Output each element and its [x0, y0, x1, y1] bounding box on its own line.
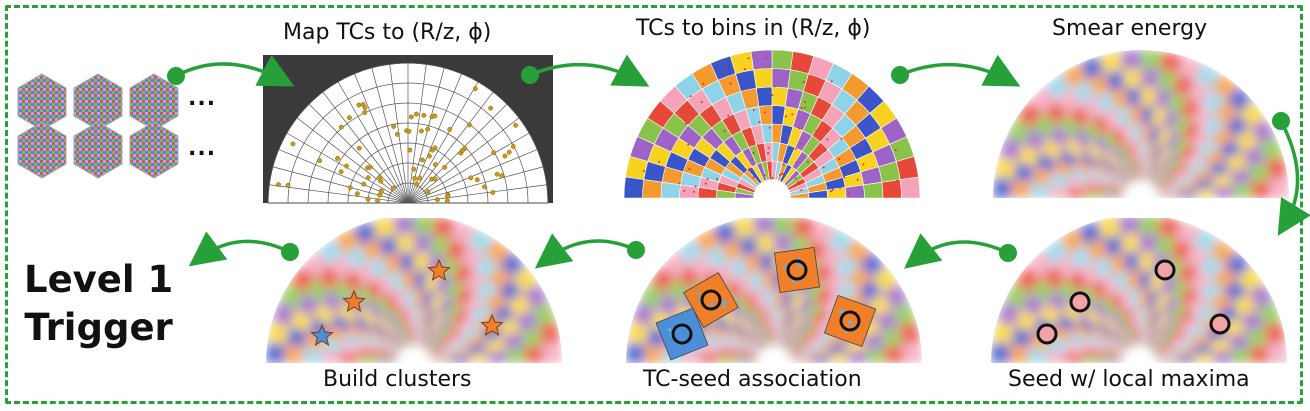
- region-4: [655, 307, 709, 361]
- ellipsis-bottom: ...: [188, 136, 217, 161]
- hexagon-5: [73, 121, 123, 179]
- seed-marker-2: [1069, 291, 1091, 313]
- cluster-star-3: [480, 313, 504, 336]
- cluster-star-4: [310, 323, 334, 346]
- associated-regions: [655, 246, 877, 361]
- seed-markers: [1036, 259, 1231, 345]
- final-line-1: Level 1: [24, 258, 174, 301]
- smear-blurred-field: [993, 50, 1289, 198]
- smeared-energy-panel: [993, 50, 1289, 198]
- association-panel: [626, 218, 922, 363]
- label-assoc: TC-seed association: [643, 367, 862, 392]
- seed-ring-1: [700, 289, 722, 311]
- region-1: [683, 272, 739, 328]
- clusters-panel: [266, 218, 562, 363]
- arrow-7-start-dot: [281, 243, 299, 261]
- arrow-5: [904, 233, 1009, 269]
- arrow-7: [188, 231, 291, 267]
- ellipsis-top: ...: [188, 86, 217, 111]
- arrow-2-start-dot: [521, 66, 539, 84]
- region-2: [773, 246, 821, 294]
- arrow-3-start-dot: [891, 66, 909, 84]
- trigger-cells: [276, 86, 519, 204]
- seed-marker-3: [1036, 323, 1058, 345]
- arrow-4-start-dot: [1272, 112, 1290, 130]
- seed-panel: [991, 218, 1287, 363]
- label-seed: Seed w/ local maxima: [1008, 367, 1250, 392]
- tc-speckles: [642, 57, 899, 195]
- arrow-4: [1277, 120, 1310, 236]
- seed-ring-3: [839, 310, 861, 332]
- arrow-6-start-dot: [627, 241, 645, 259]
- region-3: [823, 294, 877, 348]
- arrow-1: [175, 54, 295, 87]
- hexagon-modules: [17, 73, 179, 179]
- label-bins: TCs to bins in (R/z, ϕ): [636, 16, 871, 41]
- seed-ring-2: [786, 259, 808, 281]
- seed-marker-1: [1154, 259, 1176, 281]
- colored-bins: [623, 50, 921, 199]
- hexagon-4: [17, 121, 67, 179]
- arrow-1-start-dot: [167, 67, 185, 85]
- arrow-3: [899, 54, 1021, 87]
- cluster-star-1: [427, 258, 451, 281]
- label-map-tcs: Map TCs to (R/z, ϕ): [283, 20, 492, 45]
- label-smear: Smear energy: [1052, 16, 1208, 41]
- polar-grid-panel: [263, 55, 553, 204]
- label-build: Build clusters: [323, 367, 472, 392]
- final-label: Level 1 Trigger: [24, 256, 173, 352]
- hexagon-6: [129, 121, 179, 179]
- arrow-6: [534, 233, 637, 269]
- bins-panel: [623, 50, 921, 199]
- arrow-5-start-dot: [999, 244, 1017, 262]
- arrow-2: [529, 54, 650, 87]
- seed-ring-4: [671, 323, 693, 345]
- final-line-2: Trigger: [24, 306, 173, 349]
- cluster-star-2: [342, 289, 366, 312]
- seed-marker-4: [1209, 313, 1231, 335]
